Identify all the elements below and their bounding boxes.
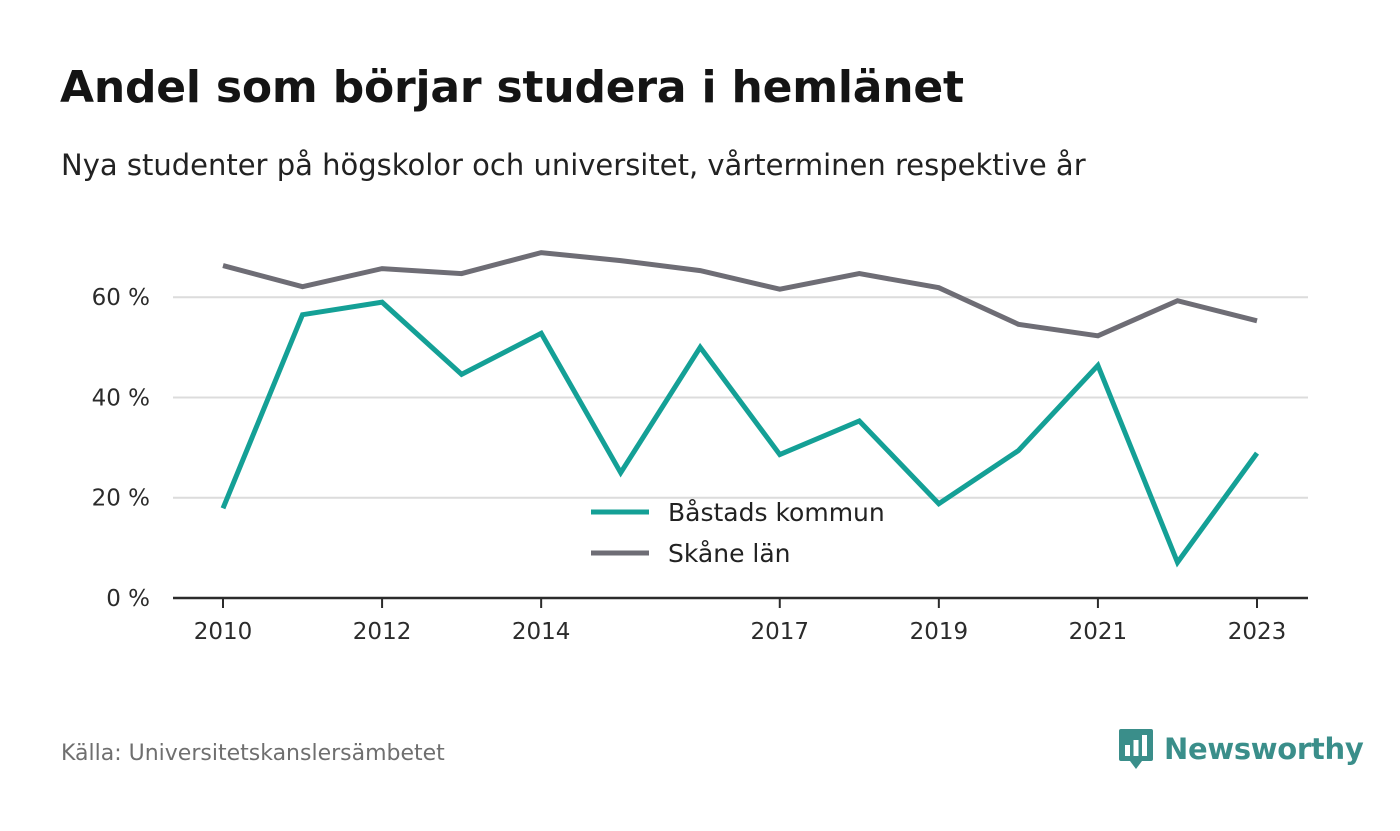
source-note: Källa: Universitetskanslersämbetet [61, 741, 445, 766]
x-tick-label: 2019 [910, 619, 969, 645]
x-tick-label: 2012 [353, 619, 412, 645]
y-tick-label: 20 % [92, 486, 150, 512]
x-tick-label: 2017 [750, 619, 809, 645]
y-tick-label: 40 % [92, 385, 150, 411]
chart-subtitle: Nya studenter på högskolor och universit… [61, 148, 1086, 182]
x-tick-label: 2021 [1069, 619, 1128, 645]
series-line-0 [220, 299, 1260, 568]
y-tick-label: 60 % [92, 285, 150, 311]
brand-logo: Newsworthy [1118, 727, 1364, 771]
series-layer [220, 250, 1260, 568]
brand-name: Newsworthy [1164, 732, 1364, 766]
y-tick-label: 0 % [106, 586, 150, 612]
x-tick-label: 2010 [194, 619, 253, 645]
newsworthy-logo-icon [1119, 729, 1153, 769]
x-tick-label: 2023 [1228, 619, 1287, 645]
chart-title: Andel som börjar studera i hemlänet [60, 62, 964, 113]
legend-label: Skåne län [668, 539, 791, 568]
x-tick-label: 2014 [512, 619, 571, 645]
chart-legend: Båstads kommun Skåne län [591, 498, 885, 568]
axis-layer: 0 % 20 % 40 % 60 % 2010 2012 2014 2017 2019 2021 2… [92, 285, 1308, 645]
legend-label: Båstads kommun [668, 498, 885, 527]
series-line-1 [222, 250, 1258, 339]
